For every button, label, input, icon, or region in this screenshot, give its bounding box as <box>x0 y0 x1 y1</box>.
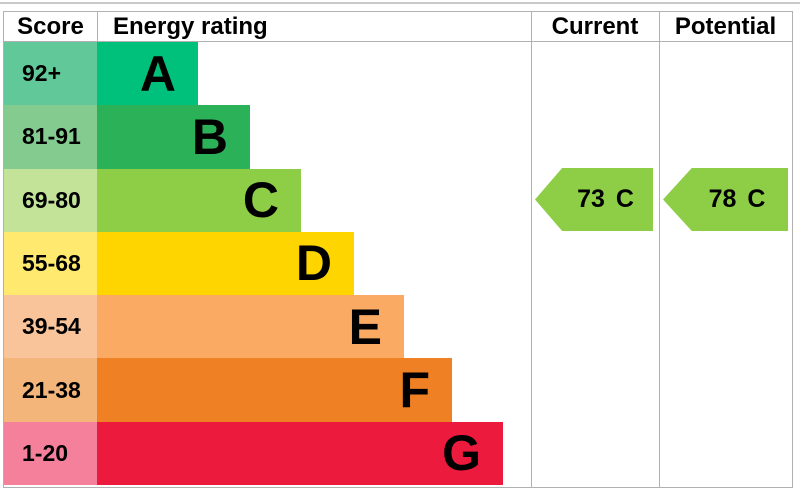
band-bar-a: A <box>97 42 198 106</box>
potential-rating-value: 78 C <box>708 185 766 213</box>
divider-rating-current <box>531 12 532 487</box>
score-range-g: 1-20 <box>4 421 97 485</box>
band-letter: C <box>242 172 279 229</box>
band-letter: B <box>191 108 228 165</box>
band-row-c: 69-80 C <box>4 168 792 232</box>
band-letter: E <box>348 298 382 355</box>
score-range-d: 55-68 <box>4 231 97 296</box>
score-range-e: 39-54 <box>4 295 97 359</box>
band-bar-f: F <box>97 358 452 422</box>
band-letter: G <box>442 425 481 482</box>
band-row-f: 21-38 F <box>4 358 792 422</box>
band-row-a: 92+ A <box>4 42 792 106</box>
score-range-c: 69-80 <box>4 168 97 232</box>
band-row-e: 39-54 E <box>4 295 792 359</box>
current-rating-arrow: 73 C <box>535 168 653 231</box>
band-row-d: 55-68 D <box>4 231 792 296</box>
table-header-row: Score Energy rating Current Potential <box>4 12 792 42</box>
band-bar-c: C <box>97 168 301 232</box>
column-header-score: Score <box>17 13 84 40</box>
band-letter: A <box>139 45 176 102</box>
band-bar-e: E <box>97 295 404 359</box>
band-letter: F <box>399 362 430 419</box>
band-row-b: 81-91 B <box>4 105 792 169</box>
band-row-g: 1-20 G <box>4 421 792 485</box>
band-bar-d: D <box>97 231 354 296</box>
divider-score-rating <box>97 12 98 41</box>
band-bar-b: B <box>97 105 250 169</box>
top-border-line <box>0 2 800 4</box>
column-header-current: Current <box>551 13 639 40</box>
band-letter: D <box>295 235 332 292</box>
band-bar-g: G <box>97 421 503 485</box>
score-range-a: 92+ <box>4 42 97 106</box>
potential-rating-arrow: 78 C <box>663 168 788 231</box>
epc-table: Score Energy rating Current Potential 92… <box>3 11 793 488</box>
score-range-b: 81-91 <box>4 105 97 169</box>
current-rating-value: 73 C <box>577 185 634 213</box>
column-header-energy-rating: Energy rating <box>113 13 268 40</box>
divider-current-potential <box>659 12 660 487</box>
score-range-f: 21-38 <box>4 358 97 422</box>
epc-band-rows: 92+ A 81-91 B 69-80 C 55-68 D 39-54 E 21… <box>4 42 792 485</box>
column-header-potential: Potential <box>674 13 777 40</box>
